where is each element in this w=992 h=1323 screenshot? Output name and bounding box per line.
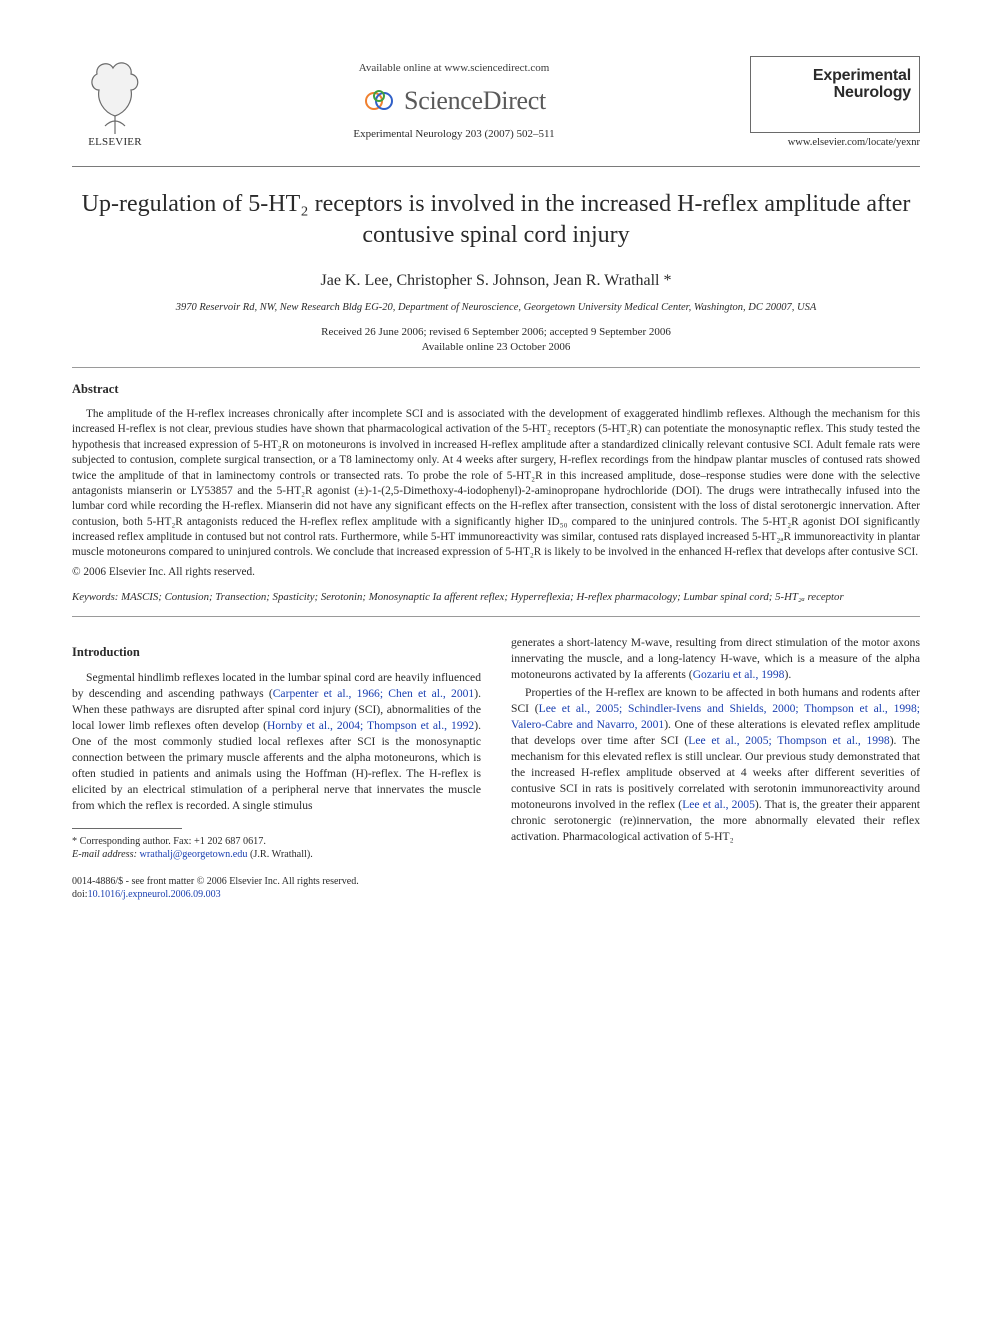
online-line: Available online 23 October 2006: [72, 340, 920, 355]
intro-text: ).: [784, 668, 791, 681]
journal-url: www.elsevier.com/locate/yexnr: [750, 137, 920, 148]
authors-line: Jae K. Lee, Christopher S. Johnson, Jean…: [72, 272, 920, 290]
platform-logo-block: ScienceDirect: [362, 84, 546, 118]
corresponding-author: * Corresponding author. Fax: +1 202 687 …: [72, 835, 481, 848]
introduction-heading: Introduction: [72, 645, 481, 660]
elsevier-tree-icon: [83, 56, 147, 136]
issn-line: 0014-4886/$ - see front matter © 2006 El…: [72, 875, 920, 888]
keywords-block: Keywords: MASCIS; Contusion; Transection…: [72, 590, 920, 604]
journal-brand-block: Experimental Neurology www.elsevier.com/…: [750, 56, 920, 148]
platform-name: ScienceDirect: [404, 86, 546, 116]
corresponding-email-line: E-mail address: wrathalj@georgetown.edu …: [72, 848, 481, 861]
left-column: Introduction Segmental hindlimb reflexes…: [72, 635, 481, 861]
footnotes: * Corresponding author. Fax: +1 202 687 …: [72, 835, 481, 862]
ref-link[interactable]: Lee et al., 2005; Thompson et al., 1998: [688, 734, 889, 747]
corresponding-email-link[interactable]: wrathalj@georgetown.edu: [140, 849, 248, 860]
ref-link[interactable]: Lee et al., 2005: [682, 798, 755, 811]
intro-text: ). One of the most commonly studied loca…: [72, 719, 481, 812]
publisher-logo: ELSEVIER: [72, 56, 158, 148]
journal-cover-box: Experimental Neurology: [750, 56, 920, 133]
sciencedirect-swirl-icon: [362, 84, 396, 118]
abstract-rule: [72, 616, 920, 617]
keywords-list: MASCIS; Contusion; Transection; Spastici…: [121, 591, 844, 603]
right-column: generates a short-latency M-wave, result…: [511, 635, 920, 861]
footnote-rule: [72, 828, 182, 829]
keywords-label: Keywords:: [72, 591, 118, 603]
abstract-body: The amplitude of the H-reflex increases …: [72, 407, 920, 580]
page-header: ELSEVIER Available online at www.science…: [72, 56, 920, 148]
title-rule: [72, 367, 920, 368]
publisher-name: ELSEVIER: [72, 136, 158, 148]
doi-line: doi:10.1016/j.expneurol.2006.09.003: [72, 888, 920, 901]
abstract-heading: Abstract: [72, 382, 920, 397]
corresponding-email-name: (J.R. Wrathall).: [250, 849, 313, 860]
history-dates: Received 26 June 2006; revised 6 Septemb…: [72, 325, 920, 355]
journal-name-line1: Experimental: [759, 67, 911, 84]
intro-para-2: Properties of the H-reflex are known to …: [511, 685, 920, 845]
page-footer: 0014-4886/$ - see front matter © 2006 El…: [72, 875, 920, 901]
ref-link[interactable]: Carpenter et al., 1966; Chen et al., 200…: [273, 687, 475, 700]
doi-link[interactable]: 10.1016/j.expneurol.2006.09.003: [88, 889, 221, 900]
journal-ref-line: Experimental Neurology 203 (2007) 502–51…: [174, 128, 734, 140]
affiliation: 3970 Reservoir Rd, NW, New Research Bldg…: [72, 302, 920, 313]
abstract-copyright: © 2006 Elsevier Inc. All rights reserved…: [72, 565, 920, 580]
header-rule: [72, 166, 920, 167]
article-title: Up-regulation of 5-HT₂ receptors is invo…: [72, 189, 920, 250]
journal-name-line2: Neurology: [759, 84, 911, 101]
header-center: Available online at www.sciencedirect.co…: [174, 56, 734, 140]
doi-label: doi:: [72, 889, 88, 900]
abstract-text: The amplitude of the H-reflex increases …: [72, 407, 920, 561]
ref-link[interactable]: Gozariu et al., 1998: [693, 668, 785, 681]
email-label: E-mail address:: [72, 849, 137, 860]
received-line: Received 26 June 2006; revised 6 Septemb…: [72, 325, 920, 340]
body-two-column: Introduction Segmental hindlimb reflexes…: [72, 635, 920, 861]
ref-link[interactable]: Hornby et al., 2004; Thompson et al., 19…: [267, 719, 474, 732]
available-online-line: Available online at www.sciencedirect.co…: [174, 62, 734, 74]
intro-para-1: Segmental hindlimb reflexes located in t…: [72, 670, 481, 814]
intro-para-1-cont: generates a short-latency M-wave, result…: [511, 635, 920, 683]
